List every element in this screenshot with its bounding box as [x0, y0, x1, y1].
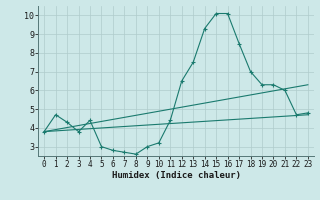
X-axis label: Humidex (Indice chaleur): Humidex (Indice chaleur)	[111, 171, 241, 180]
